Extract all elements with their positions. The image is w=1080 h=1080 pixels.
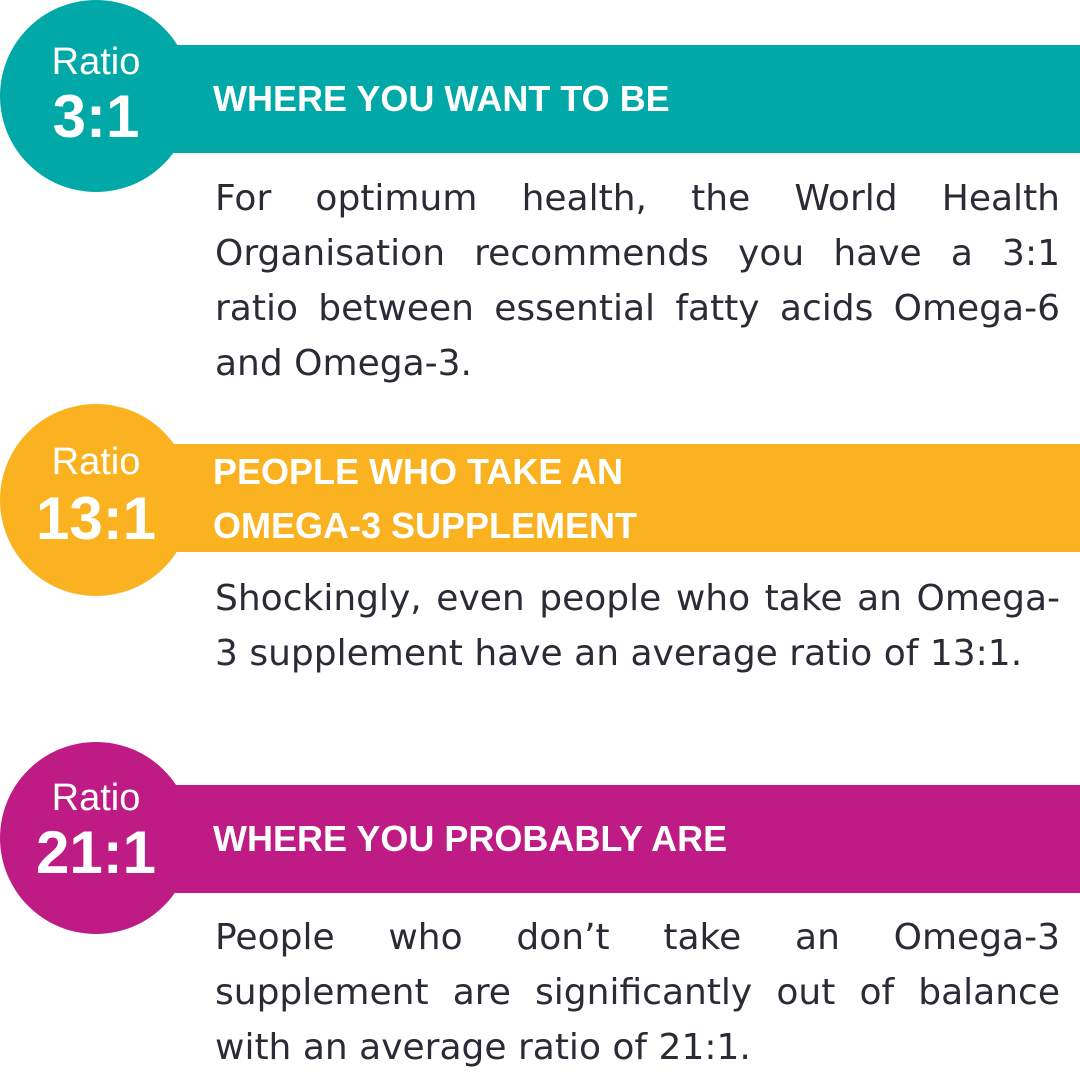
section-description: For optimum health, the World Health Org…: [215, 178, 1060, 384]
ratio-label: Ratio: [51, 41, 141, 83]
ratio-section-optimum: WHERE YOU WANT TO BE Ratio 3:1 For optim…: [0, 0, 1080, 400]
ratio-badge: Ratio 21:1: [0, 742, 192, 934]
heading-banner: WHERE YOU PROBABLY ARE: [150, 785, 1080, 893]
section-heading-line-2: OMEGA-3 SUPPLEMENT: [213, 505, 638, 546]
ratio-section-supplement-takers: PEOPLE WHO TAKE AN OMEGA-3 SUPPLEMENT Ra…: [0, 400, 1080, 740]
heading-banner: WHERE YOU WANT TO BE: [150, 45, 1080, 153]
ratio-badge: Ratio 3:1: [0, 0, 192, 192]
ratio-badge: Ratio 13:1: [0, 404, 192, 596]
section-heading: WHERE YOU WANT TO BE: [213, 78, 670, 119]
section-heading: WHERE YOU PROBABLY ARE: [213, 818, 728, 859]
section-description: People who don’t take an Omega-3 supplem…: [215, 917, 1060, 1068]
ratio-value: 21:1: [35, 819, 157, 886]
ratio-label: Ratio: [51, 777, 141, 819]
ratio-section-non-supplement: WHERE YOU PROBABLY ARE Ratio 21:1 People…: [0, 740, 1080, 1080]
section-heading-line-1: PEOPLE WHO TAKE AN: [213, 451, 624, 492]
ratio-value: 13:1: [35, 485, 157, 552]
heading-banner: PEOPLE WHO TAKE AN OMEGA-3 SUPPLEMENT: [150, 444, 1080, 552]
ratio-value: 3:1: [52, 83, 140, 150]
section-description: Shockingly, even people who take an Omeg…: [215, 578, 1060, 674]
ratio-label: Ratio: [51, 441, 141, 483]
